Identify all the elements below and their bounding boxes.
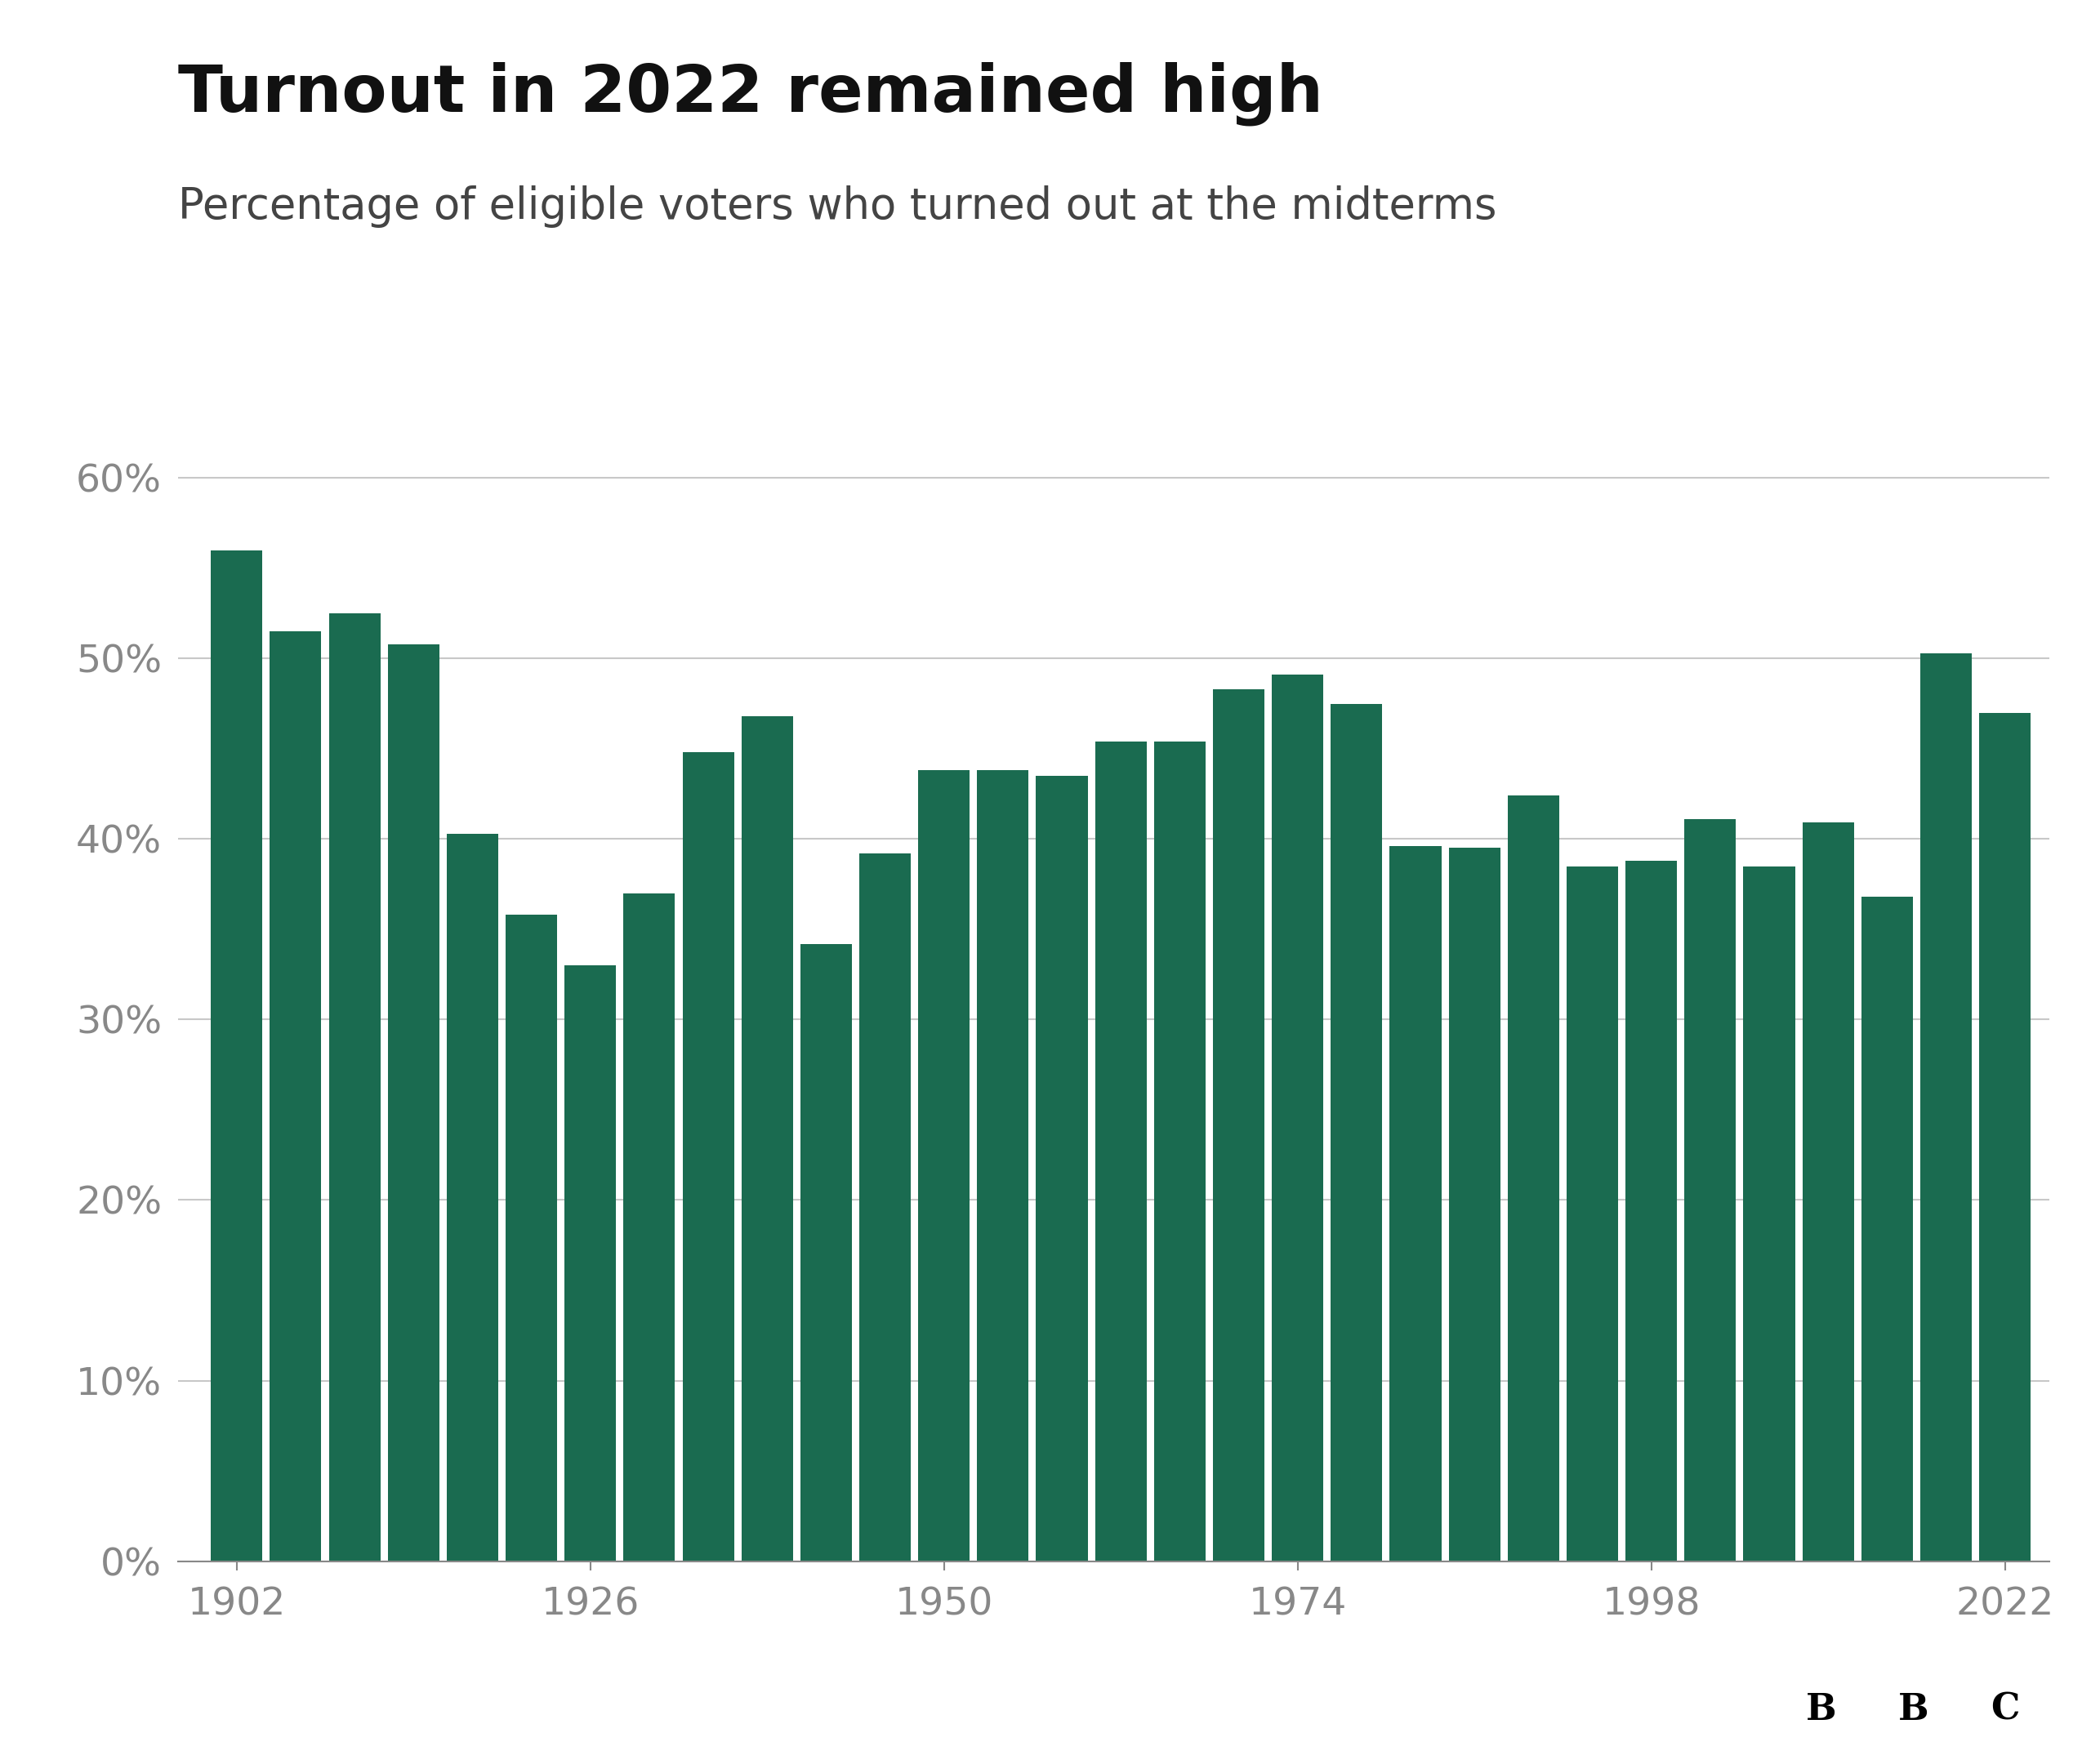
Bar <box>1874 1671 1953 1748</box>
Bar <box>742 716 792 1561</box>
Bar <box>801 944 851 1561</box>
Text: Source: US Elections Project: Source: US Elections Project <box>46 1692 523 1727</box>
Bar <box>1330 704 1382 1561</box>
Bar <box>1213 690 1265 1561</box>
Text: Percentage of eligible voters who turned out at the midterms: Percentage of eligible voters who turned… <box>178 185 1497 228</box>
Bar <box>447 834 498 1561</box>
Text: Turnout in 2022 remained high: Turnout in 2022 remained high <box>178 62 1324 125</box>
Bar <box>623 893 675 1561</box>
Bar <box>1566 866 1618 1561</box>
Bar <box>506 916 556 1561</box>
Bar <box>1782 1671 1861 1748</box>
Bar <box>1154 741 1207 1561</box>
Bar <box>1685 818 1736 1561</box>
Bar <box>270 632 322 1561</box>
Bar <box>1625 861 1677 1561</box>
Bar <box>1966 1671 2045 1748</box>
Text: B: B <box>1899 1692 1928 1727</box>
Text: B: B <box>1807 1692 1836 1727</box>
Bar <box>859 854 912 1561</box>
Bar <box>1861 896 1913 1561</box>
Bar <box>565 965 617 1561</box>
Bar <box>1449 848 1499 1561</box>
Bar <box>387 644 439 1561</box>
Bar <box>328 614 381 1561</box>
Bar <box>682 751 734 1561</box>
Bar <box>976 771 1029 1561</box>
Bar <box>211 550 263 1561</box>
Text: C: C <box>1991 1692 2020 1727</box>
Bar <box>1920 653 1972 1561</box>
Bar <box>1037 776 1087 1561</box>
Bar <box>1271 674 1324 1561</box>
Bar <box>1980 713 2030 1561</box>
Bar <box>1096 741 1146 1561</box>
Bar <box>1508 796 1560 1561</box>
Bar <box>1744 866 1794 1561</box>
Bar <box>1802 822 1855 1561</box>
Bar <box>918 771 970 1561</box>
Bar <box>1391 847 1441 1561</box>
